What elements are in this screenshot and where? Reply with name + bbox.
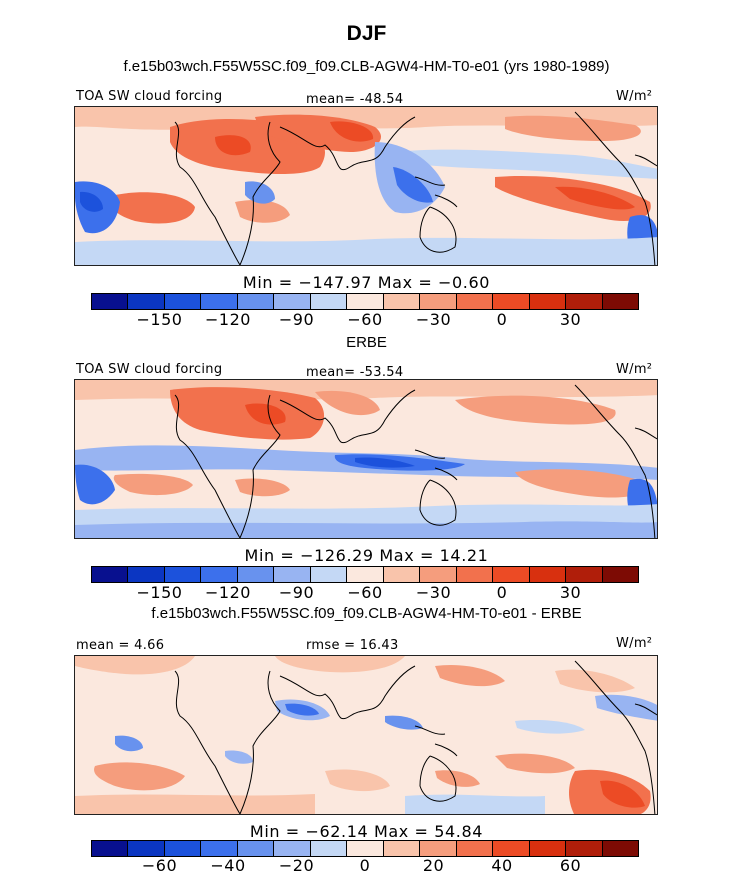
- colorbar-swatch: [274, 294, 311, 309]
- panel-1-min-max: Min = −147.97 Max = −0.60: [242, 273, 491, 292]
- colorbar-swatch: [310, 841, 348, 856]
- figure-title: DJF: [346, 22, 387, 45]
- colorbar-swatch: [420, 841, 457, 856]
- colorbar-swatch: [529, 841, 567, 856]
- colorbar-swatch: [310, 294, 348, 309]
- colorbar-swatch: [456, 841, 494, 856]
- colorbar-swatch: [164, 841, 202, 856]
- colorbar-swatch: [274, 567, 311, 582]
- colorbar-swatch: [347, 567, 384, 582]
- panel-2-colorbar: [91, 566, 639, 583]
- colorbar-swatch: [493, 841, 530, 856]
- colorbar-swatch: [383, 841, 421, 856]
- colorbar-tick-label: −120: [205, 583, 251, 602]
- panel-3-units-label: W/m²: [616, 636, 653, 651]
- colorbar-tick-label: 20: [422, 856, 445, 875]
- colorbar-tick-label: −60: [347, 583, 383, 602]
- panel-1-colorbar: [91, 293, 639, 310]
- colorbar-swatch: [92, 567, 129, 582]
- panel-2-variable-label: TOA SW cloud forcing: [76, 362, 223, 377]
- panel-2-map: [74, 379, 658, 539]
- colorbar-swatch: [420, 294, 457, 309]
- panel-2-heading: ERBE: [346, 334, 387, 351]
- colorbar-swatch: [201, 841, 238, 856]
- colorbar-swatch: [237, 294, 275, 309]
- colorbar-swatch: [201, 567, 238, 582]
- colorbar-tick-label: 0: [359, 856, 371, 875]
- colorbar-tick-label: −90: [278, 583, 315, 602]
- colorbar-swatch: [201, 294, 238, 309]
- colorbar-tick-label: −40: [210, 856, 246, 875]
- colorbar-swatch: [92, 841, 129, 856]
- panel-1-mean-label: mean= -48.54: [306, 92, 404, 107]
- colorbar-swatch: [566, 294, 603, 309]
- panel-1-units-label: W/m²: [616, 89, 653, 104]
- colorbar-swatch: [274, 841, 311, 856]
- colorbar-swatch: [310, 567, 348, 582]
- colorbar-swatch: [347, 841, 384, 856]
- panel-2-min-max: Min = −126.29 Max = 14.21: [244, 546, 489, 565]
- colorbar-tick-label: −60: [347, 310, 383, 329]
- colorbar-swatch: [128, 841, 165, 856]
- colorbar-tick-label: −30: [415, 583, 452, 602]
- colorbar-tick-label: 0: [496, 583, 508, 602]
- colorbar-swatch: [602, 841, 639, 856]
- colorbar-swatch: [566, 841, 603, 856]
- panel-1-variable-label: TOA SW cloud forcing: [76, 89, 223, 104]
- panel-3-colorbar: [91, 840, 639, 857]
- colorbar-swatch: [128, 567, 165, 582]
- colorbar-swatch: [456, 294, 494, 309]
- colorbar-swatch: [493, 294, 530, 309]
- colorbar-swatch: [529, 567, 567, 582]
- colorbar-tick-label: −150: [136, 310, 183, 329]
- colorbar-tick-label: −20: [278, 856, 315, 875]
- colorbar-swatch: [493, 567, 530, 582]
- colorbar-tick-label: 30: [559, 310, 582, 329]
- panel-3-heading: f.e15b03wch.F55W5SC.f09_f09.CLB-AGW4-HM-…: [151, 605, 582, 622]
- panel-3-colorbar-ticks: −60 −40 −20 0 20 40 60: [91, 856, 639, 876]
- colorbar-swatch: [164, 567, 202, 582]
- colorbar-tick-label: −30: [415, 310, 452, 329]
- panel-1-colorbar-ticks: −150 −120 −90 −60 −30 0 30: [91, 310, 639, 330]
- panel-2-colorbar-ticks: −150 −120 −90 −60 −30 0 30: [91, 583, 639, 603]
- panel-3-map: [74, 655, 658, 815]
- colorbar-swatch: [347, 294, 384, 309]
- colorbar-tick-label: 60: [559, 856, 582, 875]
- colorbar-swatch: [529, 294, 567, 309]
- colorbar-swatch: [602, 567, 639, 582]
- colorbar-swatch: [602, 294, 639, 309]
- colorbar-swatch: [383, 567, 421, 582]
- colorbar-swatch: [383, 294, 421, 309]
- colorbar-tick-label: −120: [205, 310, 251, 329]
- colorbar-swatch: [566, 567, 603, 582]
- colorbar-swatch: [164, 294, 202, 309]
- colorbar-tick-label: 30: [559, 583, 582, 602]
- panel-1-map: [74, 106, 658, 266]
- panel-3-mean-label: mean = 4.66: [76, 638, 165, 653]
- panel-1-heading: f.e15b03wch.F55W5SC.f09_f09.CLB-AGW4-HM-…: [123, 58, 610, 75]
- panel-2-units-label: W/m²: [616, 362, 653, 377]
- colorbar-tick-label: −60: [141, 856, 178, 875]
- panel-3-rmse-label: rmse = 16.43: [306, 638, 399, 653]
- colorbar-swatch: [237, 841, 275, 856]
- colorbar-swatch: [420, 567, 457, 582]
- colorbar-tick-label: 40: [491, 856, 513, 875]
- colorbar-tick-label: −150: [136, 583, 183, 602]
- colorbar-swatch: [237, 567, 275, 582]
- colorbar-swatch: [128, 294, 165, 309]
- colorbar-tick-label: −90: [278, 310, 315, 329]
- colorbar-swatch: [92, 294, 129, 309]
- colorbar-tick-label: 0: [496, 310, 508, 329]
- panel-2-mean-label: mean= -53.54: [306, 365, 404, 380]
- colorbar-swatch: [456, 567, 494, 582]
- panel-3-min-max: Min = −62.14 Max = 54.84: [249, 822, 484, 841]
